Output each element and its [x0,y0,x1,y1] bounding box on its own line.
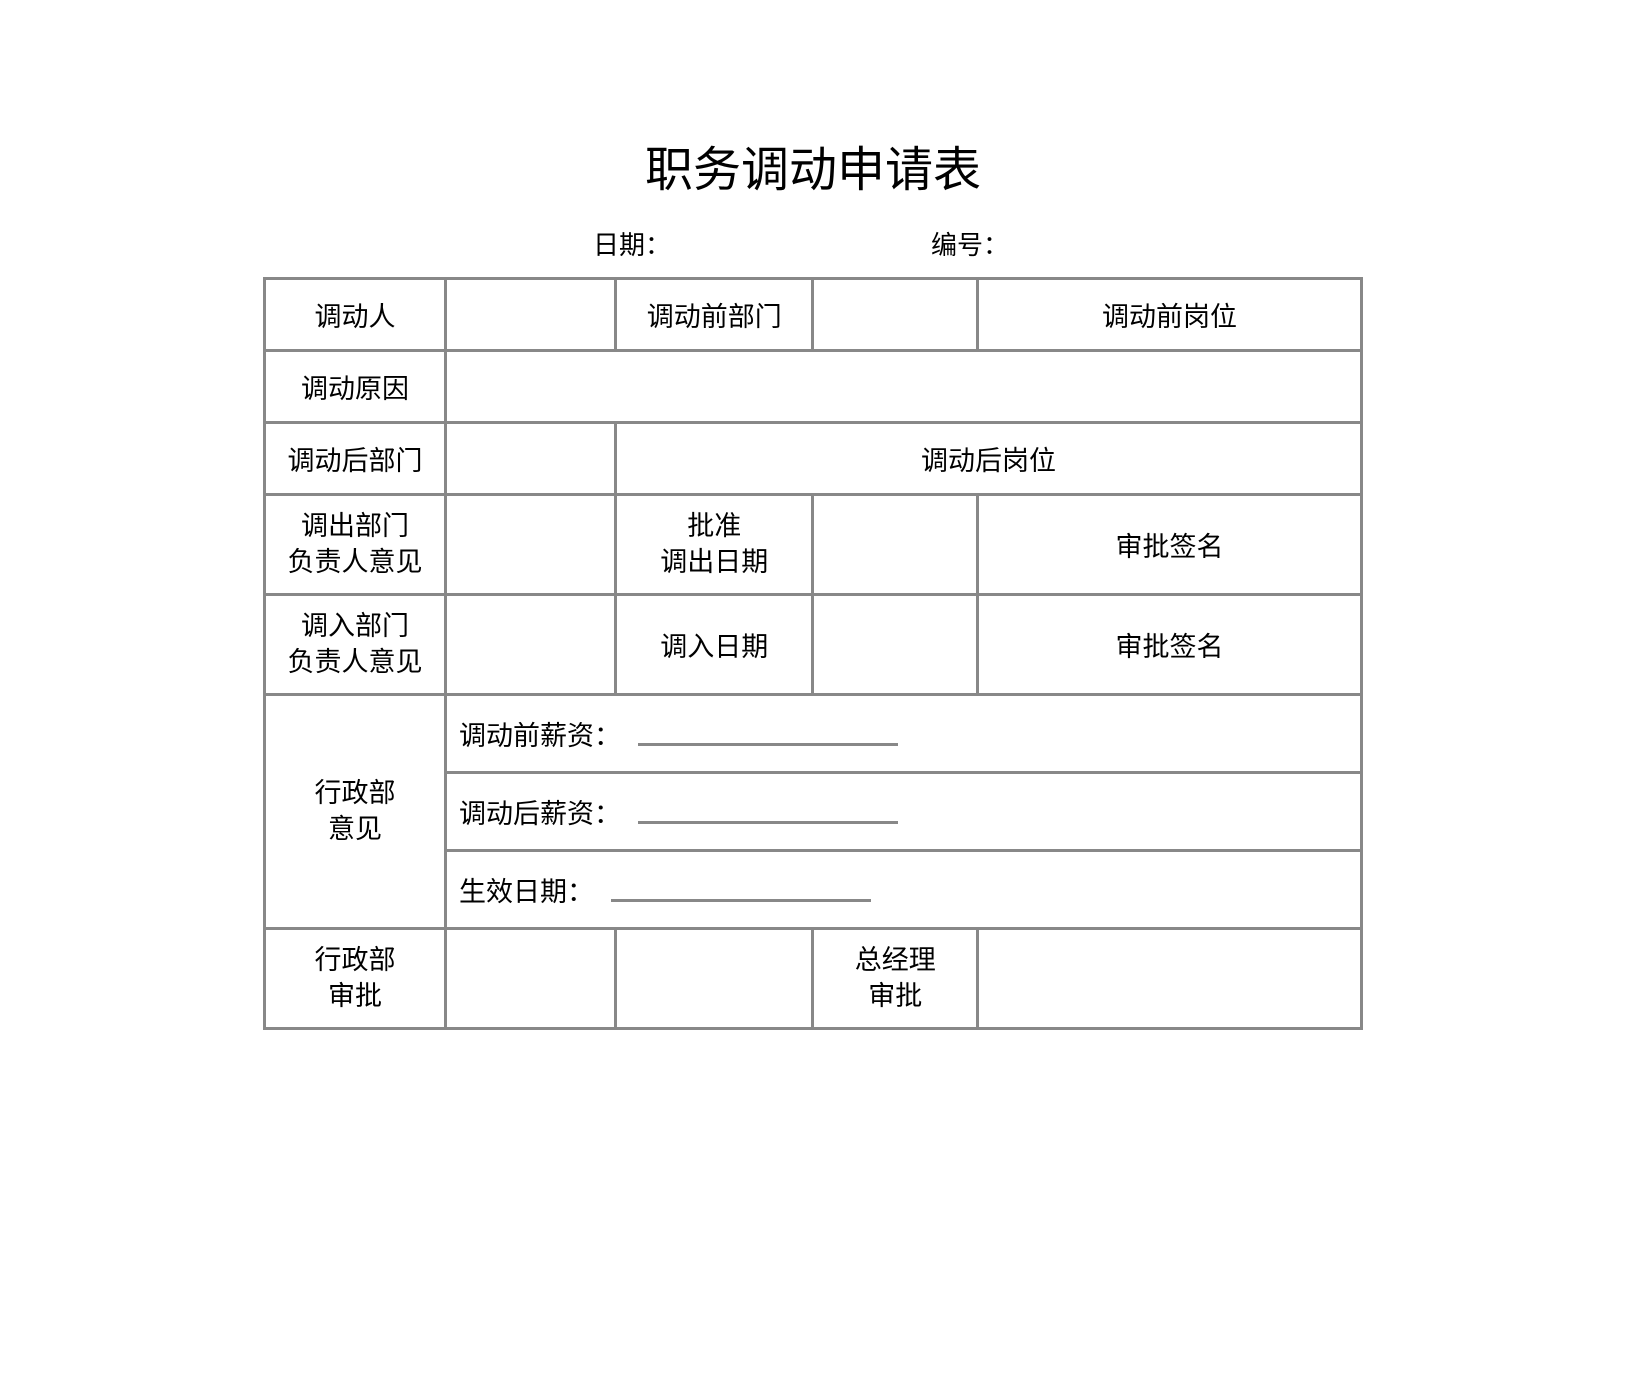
person-value[interactable] [446,279,616,351]
date-label: 日期： [593,225,671,262]
header-row: 日期： 编号： [263,225,1363,262]
table-row: 行政部 审批 总经理 审批 [265,929,1362,1029]
label-line: 调出部门 [301,511,409,541]
person-label: 调动人 [265,279,446,351]
underline [638,743,898,746]
salary-after-label: 调动后薪资： [459,799,621,829]
dept-after-label: 调动后部门 [265,423,446,495]
gm-approval-label: 总经理 审批 [813,929,978,1029]
reason-label: 调动原因 [265,351,446,423]
label-line: 负责人意见 [288,547,423,577]
position-after-label: 调动后岗位 [616,423,1362,495]
label-line: 审批 [328,981,382,1011]
dept-before-label: 调动前部门 [616,279,813,351]
table-row: 行政部 意见 调动前薪资： [265,695,1362,773]
label-line: 调入部门 [301,611,409,641]
table-row: 调动原因 [265,351,1362,423]
label-line: 意见 [328,814,382,844]
out-dept-opinion-label: 调出部门 负责人意见 [265,495,446,595]
salary-before-label: 调动前薪资： [459,721,621,751]
reason-value[interactable] [446,351,1362,423]
table-row: 调入部门 负责人意见 调入日期 审批签名 [265,595,1362,695]
label-line: 批准 [687,511,741,541]
approve-out-date-label: 批准 调出日期 [616,495,813,595]
table-row: 调动人 调动前部门 调动前岗位 [265,279,1362,351]
in-date-value[interactable] [813,595,978,695]
position-before-label: 调动前岗位 [978,279,1362,351]
salary-before-cell[interactable]: 调动前薪资： [446,695,1362,773]
underline [611,899,871,902]
serial-label: 编号： [931,225,1009,262]
in-dept-opinion-value[interactable] [446,595,616,695]
gm-approval-value[interactable] [978,929,1362,1029]
form-title: 职务调动申请表 [263,130,1363,200]
label-line: 调出日期 [660,547,768,577]
form-container: 职务调动申请表 日期： 编号： 调动人 调动前部门 调动前岗位 调动原因 调动后… [263,130,1363,1030]
label-line: 总经理 [855,945,936,975]
effective-date-label: 生效日期： [459,877,594,907]
in-date-label: 调入日期 [616,595,813,695]
table-row: 调出部门 负责人意见 批准 调出日期 审批签名 [265,495,1362,595]
label-line: 负责人意见 [288,647,423,677]
dept-after-value[interactable] [446,423,616,495]
label-line: 审批 [868,981,922,1011]
dept-before-value[interactable] [813,279,978,351]
approve-out-date-value[interactable] [813,495,978,595]
effective-date-cell[interactable]: 生效日期： [446,851,1362,929]
table-row: 调动后部门 调动后岗位 [265,423,1362,495]
underline [638,821,898,824]
out-dept-opinion-value[interactable] [446,495,616,595]
admin-approval-value[interactable] [446,929,616,1029]
in-dept-opinion-label: 调入部门 负责人意见 [265,595,446,695]
label-line: 行政部 [315,778,396,808]
salary-after-cell[interactable]: 调动后薪资： [446,773,1362,851]
admin-opinion-label: 行政部 意见 [265,695,446,929]
empty-cell [616,929,813,1029]
application-table: 调动人 调动前部门 调动前岗位 调动原因 调动后部门 调动后岗位 调出部门 负责… [263,277,1363,1030]
out-signature-label: 审批签名 [978,495,1362,595]
in-signature-label: 审批签名 [978,595,1362,695]
label-line: 行政部 [315,945,396,975]
admin-approval-label: 行政部 审批 [265,929,446,1029]
